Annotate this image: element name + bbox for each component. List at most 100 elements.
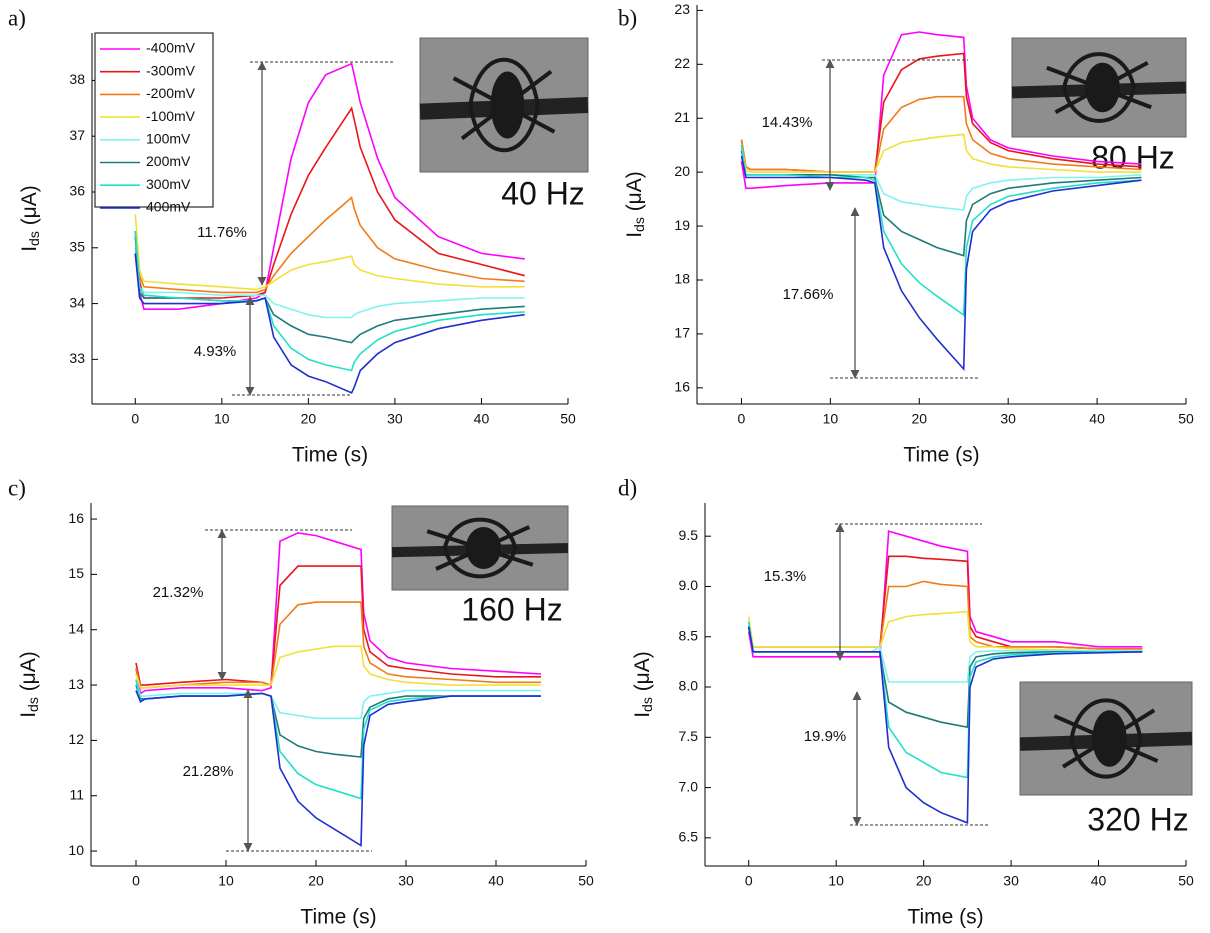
y-axis-label-part: (μA) [18, 185, 41, 231]
y-axis-label-part: I [623, 232, 646, 238]
legend-box [94, 32, 214, 208]
inset-blob [490, 71, 525, 139]
legend-label: 100mV [146, 131, 191, 147]
series-line [740, 145, 1142, 317]
series-line [134, 247, 525, 319]
frequency-label: 320 Hz [1087, 801, 1188, 837]
panel-label: a) [8, 5, 26, 30]
y-axis-label-part: ds [639, 697, 655, 712]
annotation: 17.66% [783, 286, 834, 303]
x-tick-label: 30 [1003, 873, 1019, 889]
x-tick-label: 40 [488, 873, 504, 889]
series-line [747, 530, 1143, 658]
legend-label: -200mV [146, 85, 196, 101]
y-axis-label: Ids (μA) [18, 185, 42, 252]
x-tick-label: 0 [745, 873, 753, 889]
y-tick-label: 34 [69, 294, 85, 310]
y-tick-label: 9.5 [679, 527, 699, 543]
series-line [747, 555, 1143, 650]
series-line [134, 196, 525, 294]
x-tick-label: 50 [560, 411, 576, 427]
y-tick-label: 20 [674, 163, 690, 179]
y-tick-label: 9.0 [679, 577, 699, 593]
y-tick-label: 12 [68, 731, 84, 747]
series-line [747, 610, 1143, 652]
series-line [740, 155, 1142, 211]
y-axis-label-part: I [18, 246, 41, 252]
x-tick-label: 20 [308, 873, 324, 889]
y-tick-label: 7.0 [679, 778, 699, 794]
series-line [740, 31, 1142, 190]
frequency-label: 160 Hz [461, 591, 562, 627]
legend-label: 200mV [146, 153, 191, 169]
series-line [135, 565, 541, 687]
y-tick-label: 35 [69, 238, 85, 254]
series-line [134, 253, 525, 394]
series-line [135, 532, 542, 695]
y-tick-label: 16 [674, 379, 690, 395]
x-tick-label: 50 [1178, 411, 1194, 427]
x-tick-label: 40 [1089, 411, 1105, 427]
y-tick-label: 6.5 [679, 829, 699, 845]
inset-blob [1092, 710, 1127, 767]
y-tick-label: 22 [674, 55, 690, 71]
annotation: 15.3% [764, 568, 807, 585]
legend-label: 400mV [146, 199, 191, 215]
x-tick-label: 20 [911, 411, 927, 427]
series-line [747, 626, 1143, 824]
y-axis-label: Ids (μA) [17, 651, 41, 718]
y-tick-label: 33 [69, 350, 85, 366]
inset-blob [1085, 62, 1120, 113]
x-tick-label: 10 [823, 411, 839, 427]
x-tick-label: 20 [916, 873, 932, 889]
y-axis-label-part: ds [25, 697, 41, 712]
y-tick-label: 8.5 [679, 627, 699, 643]
annotation: 21.32% [153, 584, 204, 601]
x-tick-label: 30 [1000, 411, 1016, 427]
series-line [134, 231, 525, 372]
series-line [135, 690, 541, 847]
x-axis-label: Time (s) [300, 906, 376, 929]
y-axis-label: Ids (μA) [631, 651, 655, 718]
x-tick-label: 10 [218, 873, 234, 889]
y-axis-label-part: I [17, 712, 40, 718]
x-axis-label: Time (s) [903, 444, 979, 467]
y-axis-label-part: (μA) [623, 171, 646, 217]
y-tick-label: 15 [68, 565, 84, 581]
y-tick-label: 38 [69, 71, 85, 87]
legend-label: -300mV [146, 62, 196, 78]
y-axis-label-part: ds [631, 217, 647, 232]
y-tick-label: 13 [68, 676, 84, 692]
y-tick-label: 8.0 [679, 678, 699, 694]
series-line [740, 95, 1142, 173]
y-axis-label: Ids (μA) [623, 171, 647, 238]
x-tick-label: 10 [828, 873, 844, 889]
panel-label: d) [618, 475, 637, 500]
x-tick-label: 20 [301, 411, 317, 427]
series-line [134, 236, 525, 344]
annotation: 11.76% [197, 224, 247, 241]
series-line [135, 679, 541, 720]
y-tick-label: 23 [674, 1, 690, 17]
series-line [135, 679, 541, 800]
x-axis-label: Time (s) [907, 906, 983, 929]
y-tick-label: 7.5 [679, 728, 699, 744]
series-line [740, 155, 1142, 372]
inset-blob [465, 527, 502, 569]
series-line [747, 580, 1143, 650]
x-tick-label: 0 [738, 411, 746, 427]
y-tick-label: 37 [69, 127, 85, 143]
panel-label: b) [618, 5, 637, 30]
x-tick-label: 40 [474, 411, 490, 427]
y-tick-label: 10 [68, 842, 84, 858]
x-tick-label: 50 [1178, 873, 1194, 889]
legend-label: -100mV [146, 108, 196, 124]
x-tick-label: 30 [387, 411, 403, 427]
y-tick-label: 36 [69, 183, 85, 199]
frequency-label: 40 Hz [501, 175, 585, 211]
y-tick-label: 17 [674, 325, 690, 341]
y-axis-label-part: ds [26, 231, 42, 246]
annotation: 19.9% [804, 728, 847, 745]
series-line [747, 626, 1143, 683]
series-line [134, 214, 525, 291]
